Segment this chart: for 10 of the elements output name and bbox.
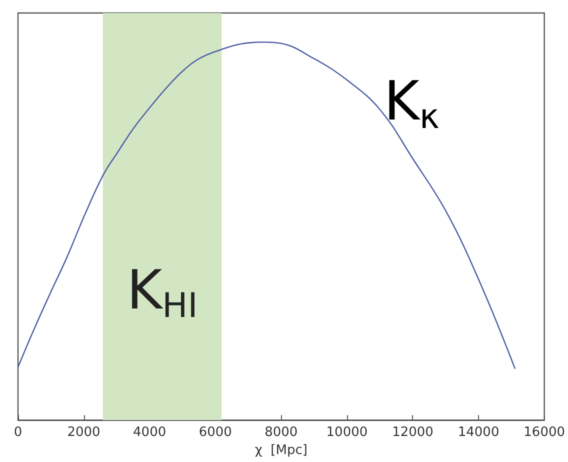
x-tick-label: 14000 [458,425,500,440]
x-tick-label: 4000 [133,425,166,440]
x-tick-label: 2000 [67,425,100,440]
x-tick-label: 0 [14,425,22,440]
x-tick-label: 8000 [264,425,298,440]
x-tick-label: 12000 [392,425,434,440]
x-tick-label: 6000 [198,425,232,440]
x-tick-label: 10000 [326,425,368,440]
x-tick-label: 16000 [524,425,565,440]
x-axis-title: χ [Mpc] [254,443,308,458]
